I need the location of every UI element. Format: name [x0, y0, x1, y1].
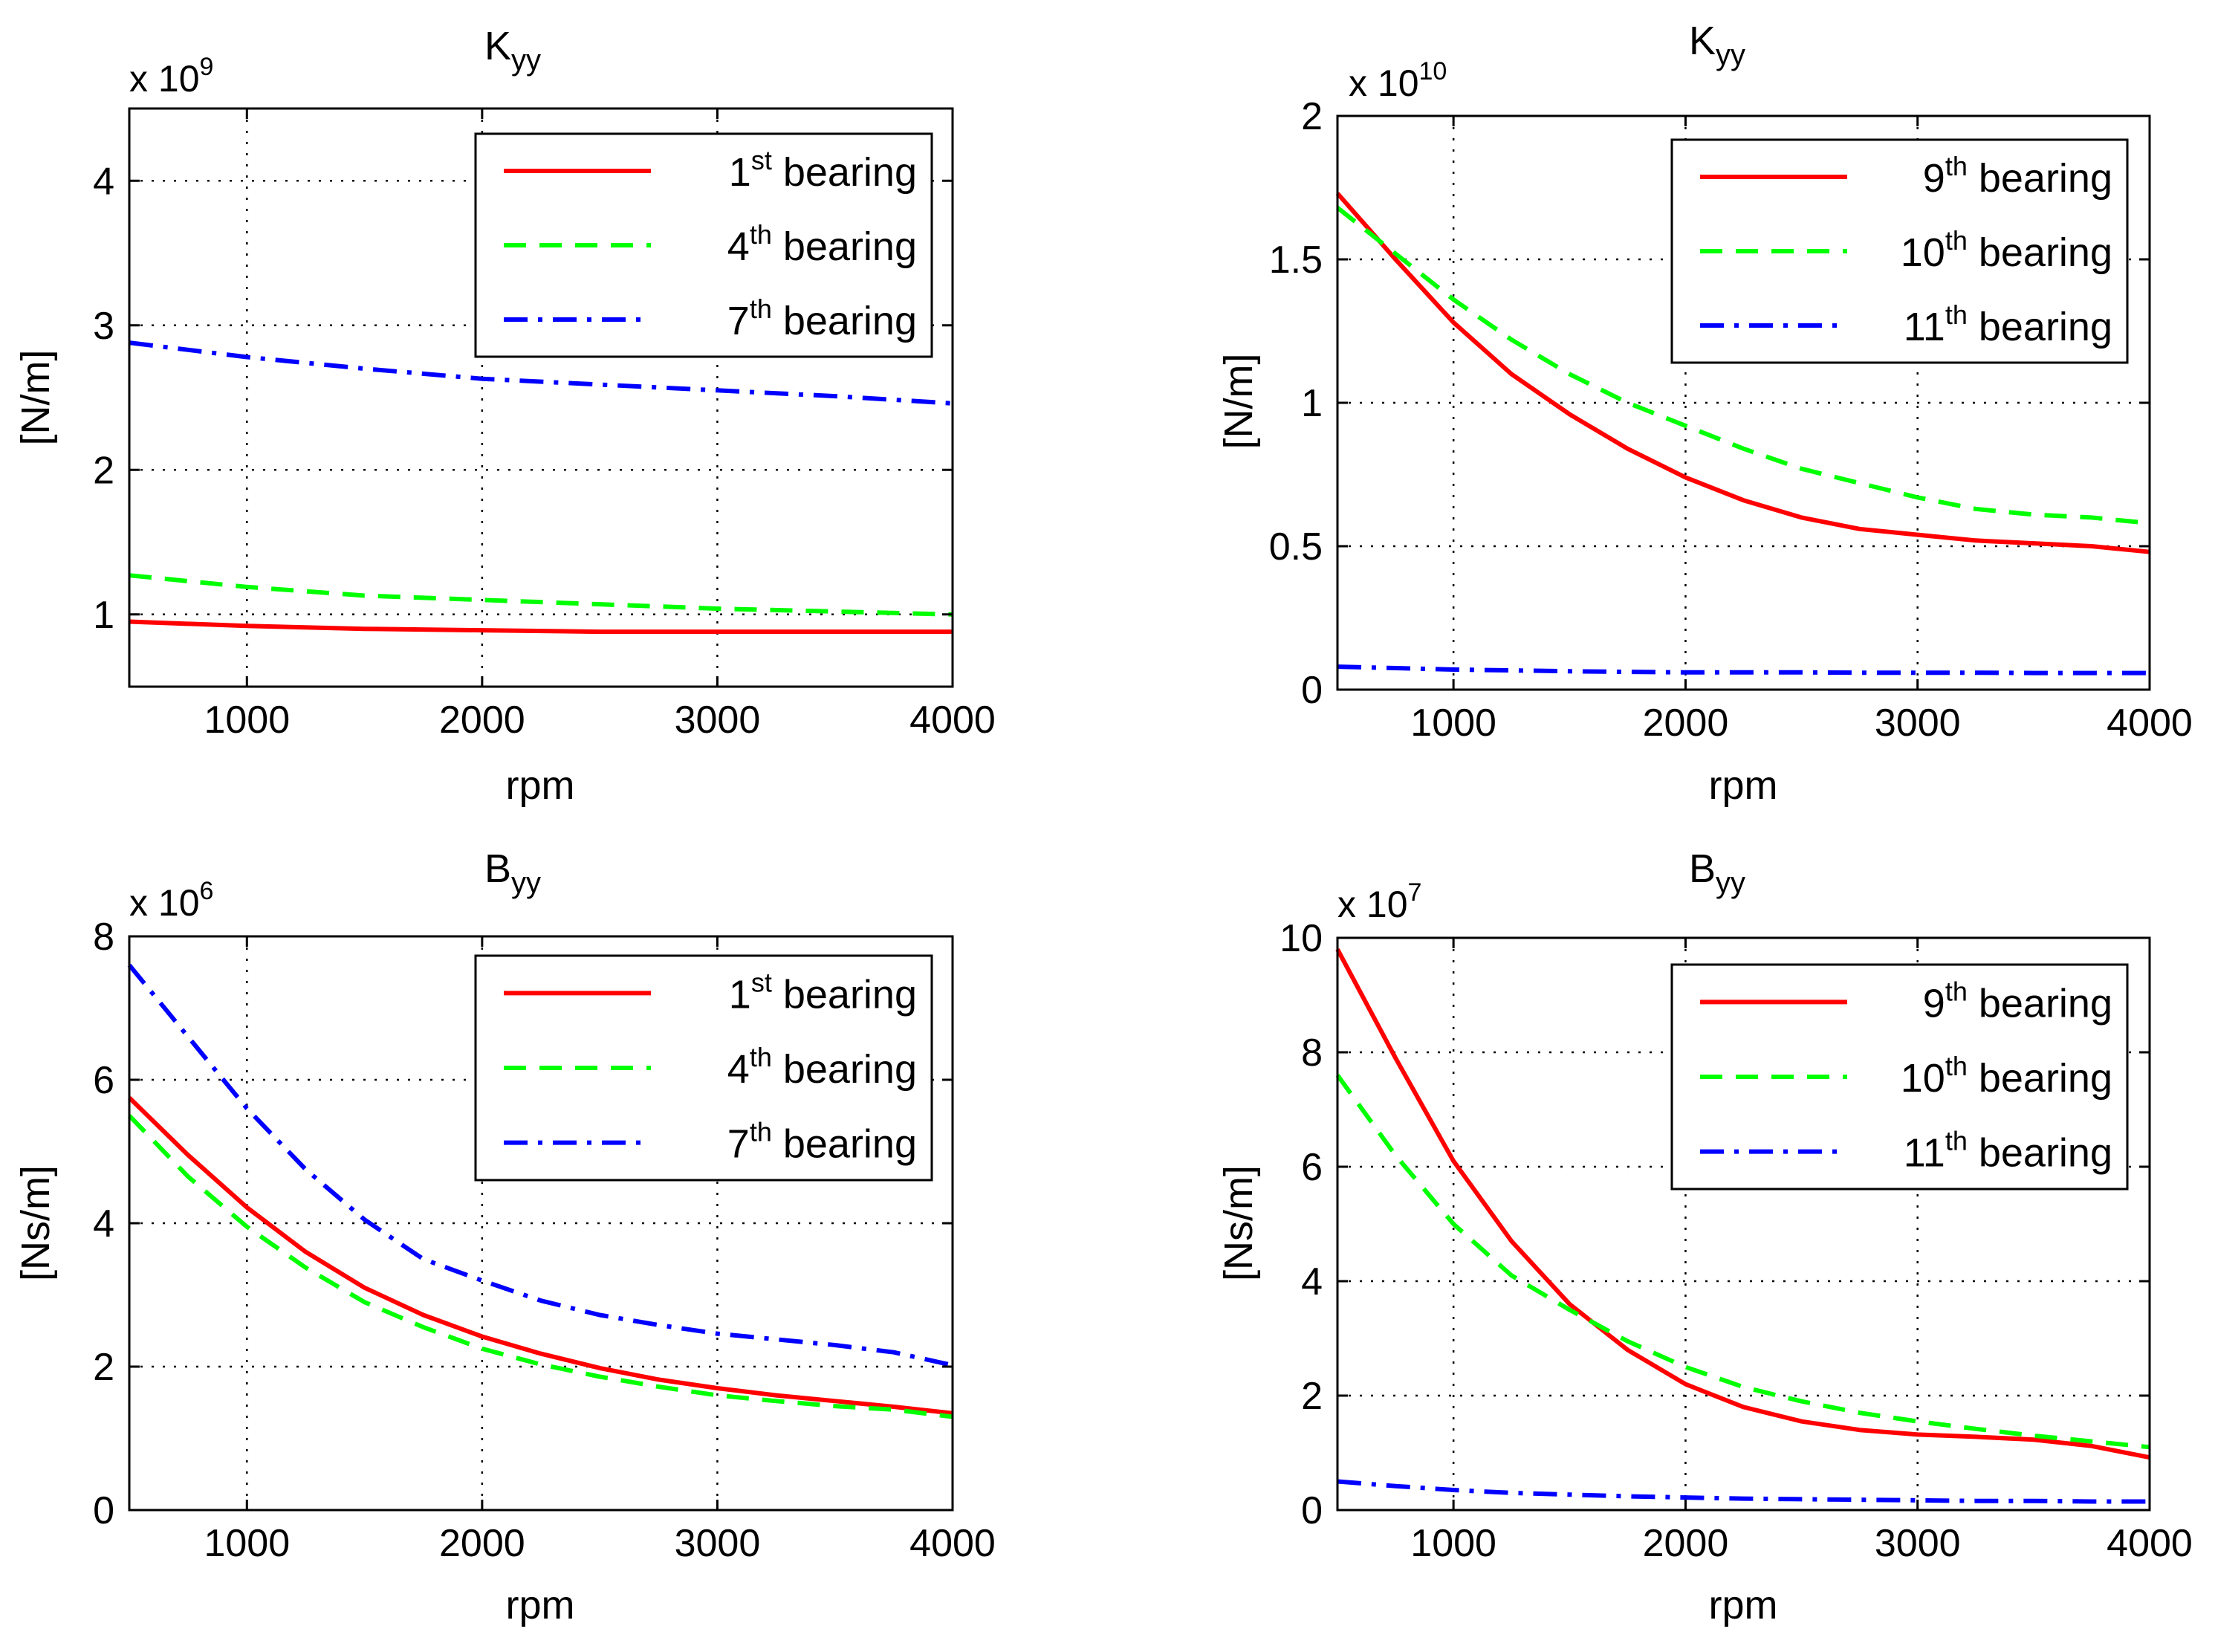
y-tick-label: 0: [93, 1489, 114, 1532]
x-tick-label: 1000: [204, 699, 290, 742]
legend-label: 4th bearing: [727, 219, 917, 269]
panel-title: Byy: [1689, 846, 1745, 899]
y-tick-label: 0: [1301, 669, 1323, 712]
plot-area-frame: [1336, 936, 2151, 1512]
legend-label: 10th bearing: [1901, 225, 2112, 275]
legend-label: 10th bearing: [1901, 1051, 2112, 1101]
panel-byy-right: Byy x 107 rpm [Ns/m] 1000 2000 3000 4000 0 2 4…: [1216, 846, 2193, 1627]
y-tick-label: 4: [93, 160, 114, 203]
series-line-4th-bearing: [127, 1114, 953, 1419]
ticks: 1000 2000 3000 4000 0 2 4 6 8 10: [1280, 917, 2193, 1565]
y-tick-label: 2: [1301, 95, 1323, 138]
axis-multiplier: x 1010: [1349, 57, 1447, 104]
legend-label: 9th bearing: [1923, 151, 2112, 201]
series-line-1st-bearing: [127, 1095, 953, 1416]
legend-label: 4th bearing: [727, 1042, 917, 1092]
legend: 1st bearing 4th bearing 7th bearing: [474, 954, 933, 1182]
x-tick-label: 4000: [909, 1522, 996, 1565]
series-line-4th-bearing: [129, 573, 953, 617]
axis-multiplier: x 109: [129, 53, 213, 100]
legend: 9th bearing 10th bearing 11th bearing: [1670, 138, 2129, 364]
y-axis-label: [N/m]: [13, 350, 58, 446]
legend-label: 1st bearing: [729, 967, 917, 1017]
x-axis-label: rpm: [1709, 1583, 1778, 1627]
series-line-7th-bearing: [129, 340, 953, 406]
x-tick-label: 1000: [204, 1522, 290, 1565]
panel-title: Kyy: [484, 24, 541, 77]
y-tick-label: 0: [1301, 1489, 1323, 1532]
x-axis-label: rpm: [1709, 763, 1778, 808]
x-axis-label: rpm: [506, 763, 575, 808]
y-tick-label: 2: [1301, 1375, 1323, 1418]
y-tick-label: 8: [93, 916, 114, 959]
x-tick-label: 3000: [675, 1522, 761, 1565]
x-tick-label: 2000: [1643, 702, 1729, 745]
plot-area-frame: [128, 107, 954, 688]
grid: [1337, 116, 2150, 690]
grid: [1337, 938, 2150, 1510]
y-axis-label: [N/m]: [1216, 354, 1261, 450]
axis-multiplier: x 106: [129, 877, 213, 924]
x-tick-label: 3000: [675, 699, 761, 742]
axis-multiplier: x 107: [1337, 878, 1421, 925]
x-tick-label: 4000: [2107, 1522, 2193, 1565]
legend-label: 9th bearing: [1923, 976, 2112, 1026]
legend-label: 7th bearing: [727, 294, 917, 343]
y-axis-label: [Ns/m]: [1216, 1165, 1261, 1281]
panel-title: Byy: [484, 846, 541, 899]
series-group: [129, 340, 953, 635]
x-tick-label: 3000: [1875, 702, 1961, 745]
y-tick-label: 4: [93, 1202, 114, 1246]
y-tick-label: 8: [1301, 1031, 1323, 1075]
legend-label: 7th bearing: [727, 1117, 917, 1167]
series-line-11th-bearing: [1337, 664, 2150, 676]
x-tick-label: 3000: [1875, 1522, 1961, 1565]
legend: 1st bearing 4th bearing 7th bearing: [474, 132, 933, 358]
y-tick-label: 1.5: [1269, 239, 1323, 282]
series-line-1st-bearing: [129, 619, 953, 635]
panel-kyy-right: Kyy x 1010 rpm [N/m] 1000 2000 3000 4000 0 0.…: [1216, 19, 2193, 808]
x-tick-label: 2000: [439, 1522, 525, 1565]
legend: 9th bearing 10th bearing 11th bearing: [1670, 963, 2129, 1191]
series-line-10th-bearing: [1336, 206, 2150, 526]
ticks: 1000 2000 3000 4000 0 2 4 6 8: [93, 916, 996, 1565]
x-axis-label: rpm: [506, 1583, 575, 1627]
series-line-9th-bearing: [1335, 192, 2150, 554]
y-tick-label: 2: [93, 449, 114, 492]
y-axis-label: [Ns/m]: [13, 1165, 58, 1281]
x-tick-label: 2000: [1643, 1522, 1729, 1565]
ticks: 1000 2000 3000 4000 0 0.5 1 1.5 2: [1269, 95, 2193, 745]
y-tick-label: 6: [93, 1059, 114, 1102]
y-tick-label: 1: [1301, 382, 1323, 425]
y-tick-label: 1: [93, 594, 114, 637]
series-group: [127, 963, 953, 1419]
ticks: 1000 2000 3000 4000 1 2 3 4: [93, 108, 996, 742]
legend-label: 11th bearing: [1904, 299, 2112, 349]
legend-label: 1st bearing: [729, 145, 917, 195]
panel-title: Kyy: [1689, 19, 1745, 71]
panel-byy-left: Byy x 106 rpm [Ns/m] 1000 2000 3000 4000 0 2 4…: [13, 846, 996, 1627]
series-line-10th-bearing: [1335, 1074, 2150, 1450]
legend-label: 11th bearing: [1904, 1126, 2112, 1176]
series-group: [1335, 192, 2150, 676]
x-tick-label: 4000: [2107, 702, 2193, 745]
x-tick-label: 1000: [1410, 1522, 1496, 1565]
series-line-9th-bearing: [1335, 948, 2150, 1460]
x-tick-label: 4000: [909, 699, 996, 742]
y-tick-label: 6: [1301, 1146, 1323, 1189]
y-tick-label: 3: [93, 305, 114, 348]
x-tick-label: 1000: [1410, 702, 1496, 745]
y-tick-label: 2: [93, 1346, 114, 1389]
series-line-11th-bearing: [1337, 1479, 2150, 1504]
x-tick-label: 2000: [439, 699, 525, 742]
panel-kyy-left: Kyy x 109 rpm [N/m] 1000 2000 3000 4000 1 2 3 4…: [13, 24, 996, 808]
y-tick-label: 0.5: [1269, 525, 1323, 569]
y-tick-label: 4: [1301, 1260, 1323, 1303]
series-line-7th-bearing: [127, 963, 953, 1368]
y-tick-label: 10: [1280, 917, 1323, 960]
series-group: [1335, 948, 2150, 1504]
